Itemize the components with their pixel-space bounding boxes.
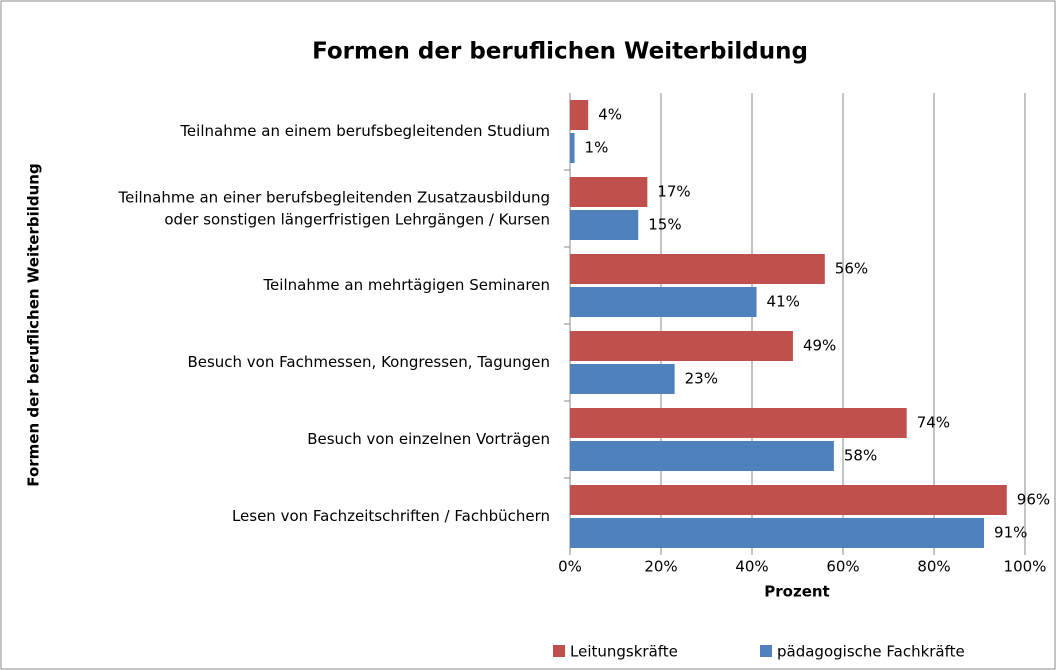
value-label: 74%	[917, 414, 950, 432]
legend-label: pädagogische Fachkräfte	[777, 643, 965, 661]
bar	[570, 133, 575, 163]
x-tick-label: 80%	[917, 558, 950, 576]
bar	[570, 518, 985, 548]
value-label: 96%	[1017, 491, 1050, 509]
bar	[570, 331, 793, 361]
bar	[570, 177, 648, 207]
y-tick-label: Besuch von Fachmessen, Kongressen, Tagun…	[187, 353, 550, 371]
value-label: 15%	[648, 216, 681, 234]
y-tick-label: Besuch von einzelnen Vorträgen	[307, 430, 550, 448]
legend-label: Leitungskräfte	[570, 643, 678, 661]
value-label: 56%	[835, 260, 868, 278]
x-tick-label: 40%	[735, 558, 768, 576]
value-label: 58%	[844, 447, 877, 465]
value-label: 49%	[803, 337, 836, 355]
y-tick-label: Teilnahme an mehrtägigen Seminaren	[262, 276, 550, 294]
value-label: 4%	[598, 106, 622, 124]
y-tick-label: Teilnahme an einem berufsbegleitenden St…	[179, 122, 550, 140]
y-tick-label: Lesen von Fachzeitschriften / Fachbücher…	[232, 507, 550, 525]
x-tick-label: 0%	[558, 558, 582, 576]
x-tick-label: 20%	[644, 558, 677, 576]
bar	[570, 254, 825, 284]
x-tick-label: 60%	[826, 558, 859, 576]
value-label: 1%	[585, 139, 609, 157]
bar	[570, 485, 1007, 515]
bar	[570, 210, 639, 240]
value-label: 91%	[994, 524, 1027, 542]
value-label: 17%	[657, 183, 690, 201]
x-axis-title: Prozent	[764, 583, 829, 601]
bar	[570, 441, 834, 471]
y-axis-title: Formen der beruflichen Weiterbildung	[25, 163, 43, 486]
legend-swatch	[553, 645, 565, 657]
bar	[570, 408, 907, 438]
bar	[570, 287, 757, 317]
bar	[570, 364, 675, 394]
y-tick-label: Teilnahme an einer berufsbegleitenden Zu…	[118, 188, 551, 228]
x-tick-label: 100%	[1004, 558, 1047, 576]
legend-swatch	[760, 645, 772, 657]
value-label: 41%	[767, 293, 800, 311]
bar	[570, 100, 589, 130]
value-label: 23%	[685, 370, 718, 388]
chart-title: Formen der beruflichen Weiterbildung	[312, 39, 808, 65]
